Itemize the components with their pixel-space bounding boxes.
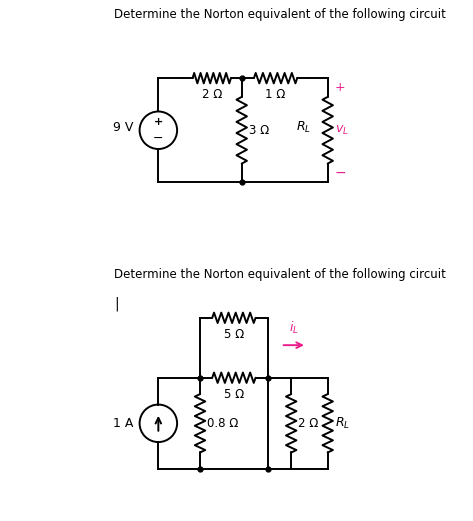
Text: 5 Ω: 5 Ω: [224, 388, 244, 401]
Text: $i_L$: $i_L$: [289, 320, 299, 336]
Text: 9 V: 9 V: [113, 121, 133, 134]
Text: 1 Ω: 1 Ω: [265, 88, 286, 101]
Text: 2 Ω: 2 Ω: [201, 88, 222, 101]
Text: −: −: [153, 132, 164, 145]
Text: +: +: [335, 81, 346, 94]
Text: Determine the Norton equivalent of the following circuit: Determine the Norton equivalent of the f…: [114, 268, 446, 281]
Text: Determine the Norton equivalent of the following circuit: Determine the Norton equivalent of the f…: [114, 8, 446, 21]
Text: $R_L$: $R_L$: [296, 120, 311, 135]
Text: 2 Ω: 2 Ω: [298, 417, 319, 430]
Text: 1 A: 1 A: [113, 417, 133, 430]
Text: 0.8 Ω: 0.8 Ω: [207, 417, 239, 430]
Text: +: +: [154, 117, 163, 127]
Text: −: −: [335, 166, 347, 180]
Text: |: |: [114, 297, 119, 312]
Text: $R_L$: $R_L$: [335, 416, 350, 431]
Text: 5 Ω: 5 Ω: [224, 328, 244, 341]
Text: $v_L$: $v_L$: [335, 123, 349, 137]
Text: 3 Ω: 3 Ω: [249, 124, 269, 137]
